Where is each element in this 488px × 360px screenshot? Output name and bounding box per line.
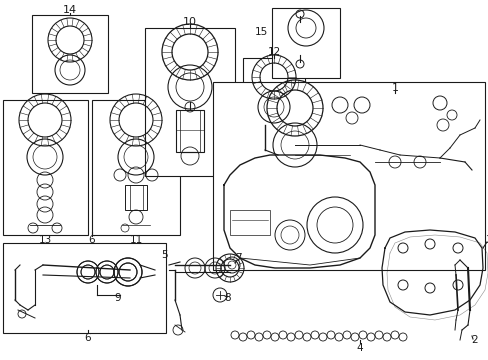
Text: 5: 5 bbox=[162, 250, 168, 260]
Text: 2: 2 bbox=[471, 335, 477, 345]
Bar bbox=[213, 82, 484, 270]
Bar bbox=[3, 100, 88, 235]
Bar bbox=[229, 210, 269, 235]
Bar bbox=[269, 148, 285, 160]
Bar bbox=[271, 8, 339, 78]
Text: 15: 15 bbox=[254, 27, 267, 37]
Text: 9: 9 bbox=[115, 293, 121, 303]
Text: 4: 4 bbox=[356, 343, 363, 353]
Bar bbox=[32, 15, 108, 93]
Bar bbox=[145, 28, 235, 176]
Bar bbox=[243, 58, 305, 170]
Bar bbox=[125, 185, 147, 210]
Text: 13: 13 bbox=[38, 235, 52, 245]
Bar bbox=[3, 243, 165, 333]
Text: 11: 11 bbox=[129, 235, 142, 245]
Text: 1: 1 bbox=[391, 83, 398, 93]
Text: 6: 6 bbox=[84, 333, 91, 343]
Bar bbox=[92, 100, 180, 235]
Text: 7: 7 bbox=[234, 253, 241, 263]
Text: 12: 12 bbox=[267, 47, 280, 57]
Text: 10: 10 bbox=[183, 17, 197, 27]
Bar bbox=[176, 110, 203, 152]
Text: 8: 8 bbox=[224, 293, 231, 303]
Text: 6: 6 bbox=[88, 235, 95, 245]
Text: 14: 14 bbox=[63, 5, 77, 15]
Text: 3: 3 bbox=[484, 235, 488, 245]
